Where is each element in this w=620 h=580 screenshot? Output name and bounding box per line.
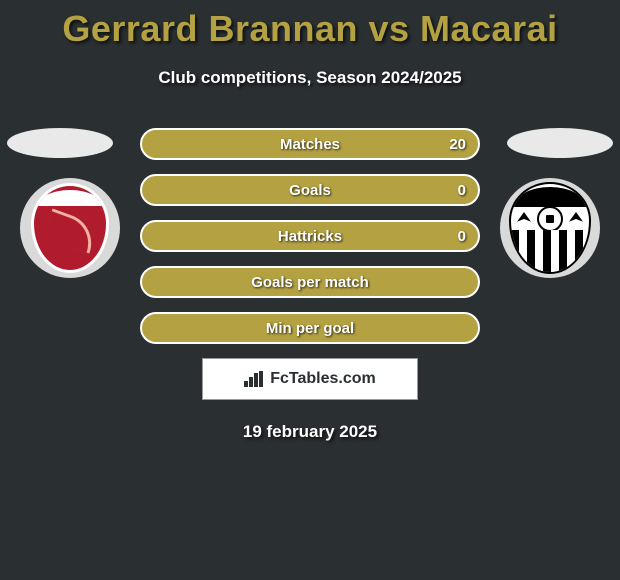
morecambe-crest-icon: [31, 183, 109, 273]
stat-row-min-per-goal: Min per goal: [140, 312, 480, 344]
left-club-badge: [20, 178, 120, 278]
stat-right-value: 20: [449, 136, 466, 153]
stat-row-goals: Goals 0: [140, 174, 480, 206]
stat-row-hattricks: Hattricks 0: [140, 220, 480, 252]
snapshot-date: 19 february 2025: [0, 422, 620, 442]
stat-row-matches: Matches 20: [140, 128, 480, 160]
stat-right-value: 0: [458, 228, 466, 245]
comparison-body: Matches 20 Goals 0 Hattricks 0 Goals per…: [0, 128, 620, 442]
left-player-ellipse: [7, 128, 113, 158]
stat-label: Goals: [289, 182, 331, 199]
brand-attribution[interactable]: FcTables.com: [202, 358, 418, 400]
stat-label: Hattricks: [278, 228, 342, 245]
stat-label: Min per goal: [266, 320, 354, 337]
stats-list: Matches 20 Goals 0 Hattricks 0 Goals per…: [140, 128, 480, 344]
competition-subtitle: Club competitions, Season 2024/2025: [0, 68, 620, 88]
shrimp-icon: [42, 208, 99, 253]
bar-chart-icon: [244, 371, 264, 387]
stat-label: Matches: [280, 136, 340, 153]
notts-county-crest-icon: [509, 182, 591, 274]
comparison-title: Gerrard Brannan vs Macarai: [0, 0, 620, 50]
stat-row-goals-per-match: Goals per match: [140, 266, 480, 298]
stat-right-value: 0: [458, 182, 466, 199]
stat-label: Goals per match: [251, 274, 369, 291]
right-player-ellipse: [507, 128, 613, 158]
right-club-badge: [500, 178, 600, 278]
brand-text: FcTables.com: [270, 370, 376, 388]
